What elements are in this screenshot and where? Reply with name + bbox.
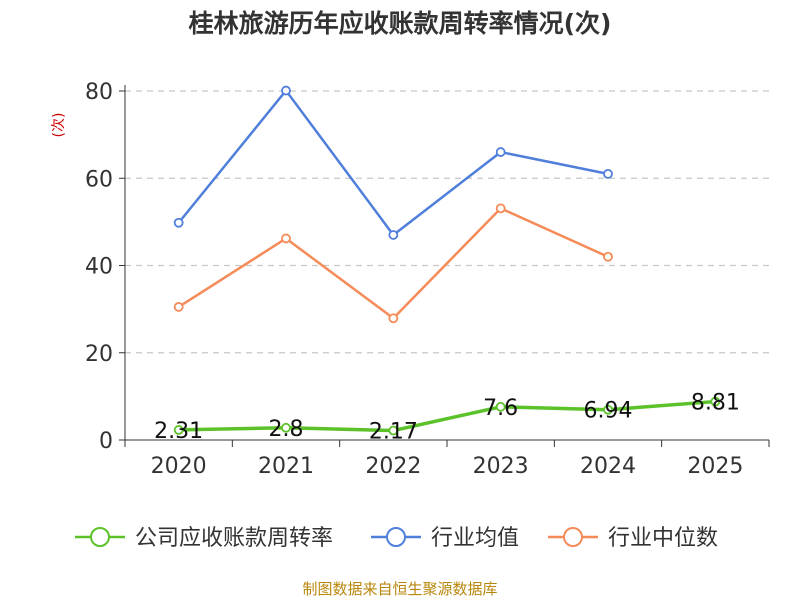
y-tick-label-40: 40: [85, 255, 113, 280]
chart-title: 桂林旅游历年应收账款周转率情况(次): [188, 9, 612, 38]
y-tick-label-60: 60: [85, 167, 113, 192]
y-tick-label-0: 0: [99, 429, 113, 454]
data-point-s1-2021: [281, 85, 291, 96]
data-point-s0-2021: [281, 422, 291, 433]
series-line-1: [177, 89, 609, 237]
x-tick-label-2024: 2024: [580, 454, 636, 479]
data-source-note: 制图数据来自恒生聚源数据库: [302, 580, 498, 598]
series-lines: [173, 85, 721, 436]
data-point-s2-2024: [603, 251, 613, 262]
legend-marker-1: [386, 527, 406, 547]
y-axis-label: (次): [51, 113, 67, 138]
legend-label-2: 行业中位数: [608, 526, 718, 551]
x-tick-label-2023: 2023: [473, 454, 529, 479]
data-point-s2-2021: [281, 233, 291, 244]
data-point-s2-2020: [173, 302, 184, 312]
legend-marker-0: [90, 527, 110, 547]
data-label-2023: 7.6: [483, 396, 518, 421]
data-point-s1-2022: [388, 230, 399, 240]
legend-marker-2: [563, 527, 583, 547]
x-tick-label-2021: 2021: [258, 454, 314, 479]
data-point-s0-2024: [603, 404, 613, 415]
data-point-s1-2020: [173, 217, 184, 228]
data-label-2022: 2.17: [369, 420, 418, 445]
x-tick-label-2020: 2020: [151, 454, 207, 479]
data-labels: 2.31 2.8 2.17 7.6 6.94 8.81: [154, 391, 740, 445]
axes: 0 20 40 60 80 2020 2021 2022 2023 2024 2025: [85, 80, 770, 479]
data-point-s0-2020: [173, 425, 184, 435]
x-tick-label-2022: 2022: [365, 454, 421, 479]
data-label-2020: 2.31: [154, 419, 203, 444]
data-point-s0-2023: [495, 401, 506, 412]
data-point-s2-2022: [388, 313, 399, 324]
x-tick-label-2025: 2025: [687, 454, 743, 479]
data-point-s1-2023: [495, 147, 506, 157]
series-line-2: [177, 207, 609, 320]
data-point-s2-2023: [495, 203, 506, 214]
data-label-2024: 6.94: [584, 399, 633, 424]
grid-lines: [125, 90, 769, 354]
series-line-0: [178, 399, 716, 433]
y-tick-label-20: 20: [85, 342, 113, 367]
legend: 公司应收账款周转率 行业均值 行业中位数: [75, 526, 718, 551]
y-tick-label-80: 80: [85, 80, 113, 105]
data-point-s0-2022: [388, 425, 399, 436]
data-point-s1-2024: [603, 168, 613, 179]
data-label-2021: 2.8: [269, 417, 304, 442]
data-label-2025: 8.81: [691, 391, 740, 416]
legend-label-0: 公司应收账款周转率: [135, 526, 333, 551]
data-point-s0-2025: [710, 396, 721, 407]
legend-label-1: 行业均值: [431, 526, 519, 551]
